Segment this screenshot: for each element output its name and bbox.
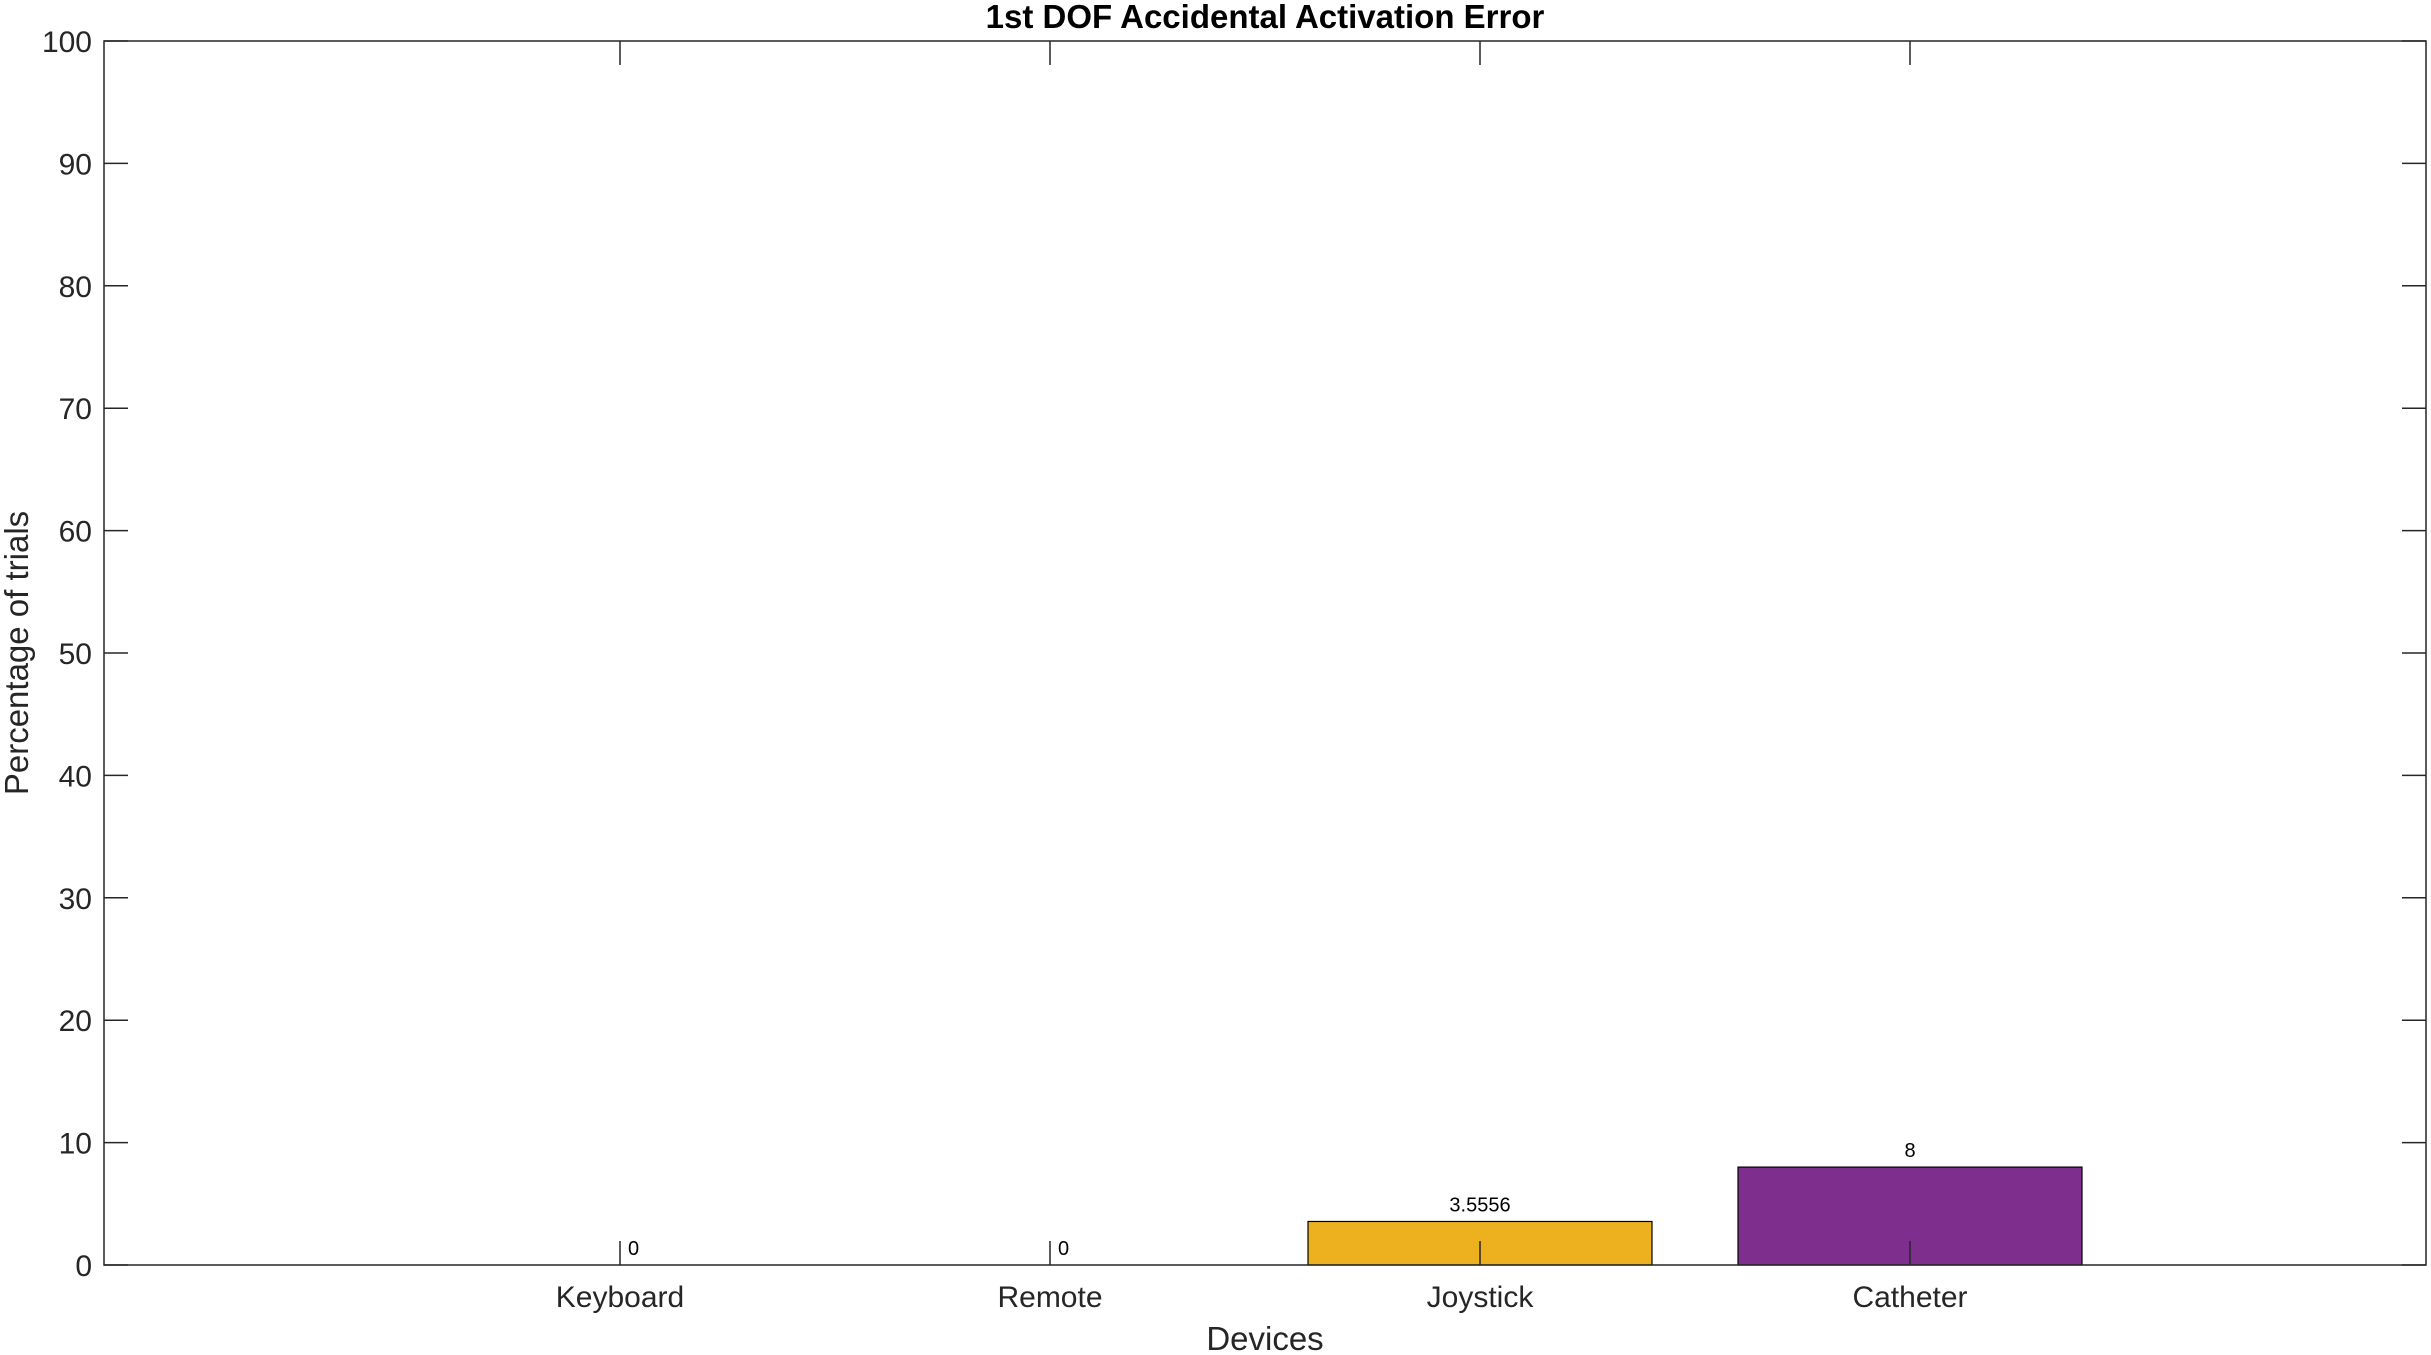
x-tick-label-remote: Remote	[997, 1281, 1102, 1314]
y-tick-label: 30	[59, 883, 92, 916]
y-tick-label: 0	[75, 1250, 92, 1283]
y-tick-label: 90	[59, 148, 92, 181]
y-tick-label: 60	[59, 516, 92, 549]
y-tick-label: 50	[59, 638, 92, 671]
chart-title: 1st DOF Accidental Activation Error	[986, 0, 1545, 35]
y-tick-label: 70	[59, 393, 92, 426]
data-label-remote: 0	[1058, 1238, 1069, 1260]
data-label-catheter: 8	[1904, 1140, 1915, 1162]
y-tick-label: 80	[59, 271, 92, 304]
data-label-keyboard: 0	[628, 1238, 639, 1260]
y-tick-label: 10	[59, 1128, 92, 1161]
x-tick-label-keyboard: Keyboard	[556, 1281, 684, 1314]
ticks-layer	[104, 40, 2426, 1266]
y-axis-title: Percentage of trials	[0, 511, 35, 795]
data-label-joystick: 3.5556	[1449, 1194, 1510, 1216]
x-tick-label-joystick: Joystick	[1427, 1281, 1535, 1314]
y-tick-label: 40	[59, 760, 92, 793]
y-tick-label: 20	[59, 1005, 92, 1038]
x-axis-title: Devices	[1206, 1320, 1323, 1355]
labels-layer: 0 Keyboard 0 Remote 3.5556 Joystick 8 Catheter 0…	[42, 26, 1968, 1314]
x-tick-label-catheter: Catheter	[1852, 1281, 1967, 1314]
y-tick-label: 100	[42, 26, 92, 59]
